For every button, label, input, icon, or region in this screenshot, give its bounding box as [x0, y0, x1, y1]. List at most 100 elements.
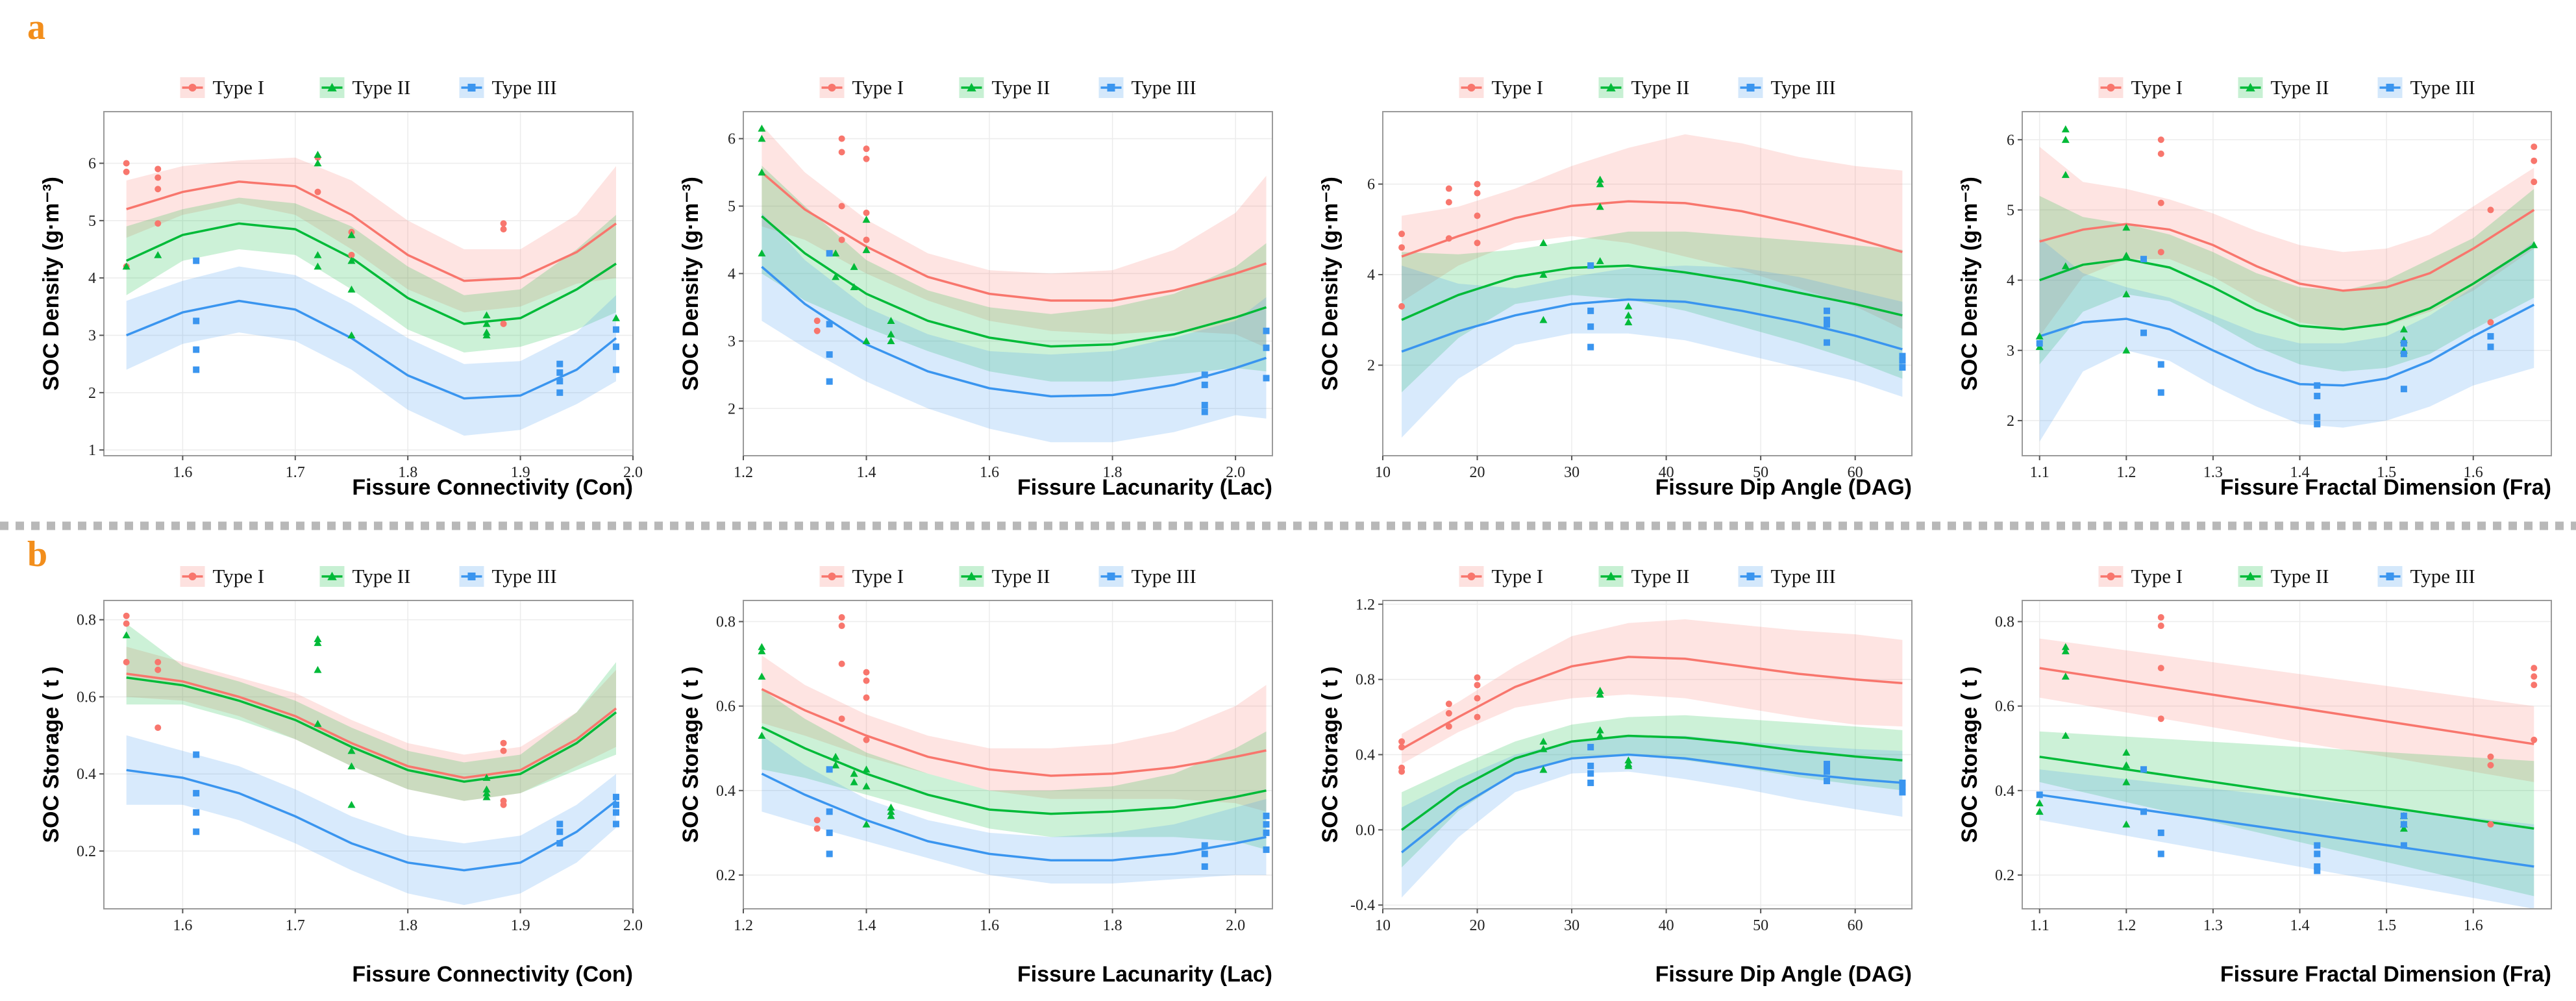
data-point-type-3 [612, 366, 619, 373]
data-point-type-2 [758, 168, 766, 176]
y-tick-label: 5 [2007, 202, 2014, 219]
data-point-type-3 [1824, 764, 1831, 771]
data-point-type-3 [612, 809, 619, 816]
panel-label-a: a [27, 7, 45, 47]
data-point-type-2 [862, 246, 871, 253]
y-tick-label: 4 [728, 266, 736, 282]
data-point-type-1 [1474, 695, 1481, 702]
plot-frame [2022, 111, 2552, 456]
charts-layer: 1.6 1.7 1.8 1.9 2.0 1 2 3 4 5 6 Fissure Connectivit… [39, 76, 2552, 987]
data-point-type-2 [1596, 175, 1604, 183]
data-point-type-1 [1445, 723, 1452, 730]
data-point-type-3 [2314, 842, 2321, 849]
data-point-type-1 [155, 186, 162, 193]
data-point-type-2 [314, 159, 322, 167]
data-point-type-2 [1596, 257, 1604, 264]
data-point-type-1 [838, 149, 845, 156]
points-type-1 [2157, 614, 2538, 828]
legend-label: Type II [992, 76, 1050, 99]
points-type-3 [826, 766, 1270, 870]
y-tick-label: 0.4 [1995, 783, 2014, 800]
confidence-band-type-3 [1402, 266, 1903, 438]
data-point-type-3 [1824, 321, 1831, 328]
legend-label: Type II [992, 565, 1050, 587]
x-tick-label: 1.2 [734, 917, 753, 934]
points-type-3 [1587, 262, 1906, 371]
data-point-type-1 [863, 677, 870, 684]
fit-line-type-3 [1401, 298, 1903, 353]
legend: Type I Type II Type III [1459, 565, 1836, 587]
x-axis-title: Fissure Lacunarity (Lac) [1017, 475, 1272, 500]
data-point-type-2 [1539, 745, 1548, 752]
x-tick-label: 1.1 [2030, 464, 2050, 481]
y-tick-label: 1 [88, 442, 96, 459]
data-point-type-2 [2035, 332, 2044, 340]
data-point-type-2 [2061, 673, 2070, 680]
chart-a-4: 1.1 1.2 1.3 1.4 1.5 1.6 2 3 4 5 6 Fissure Fractal D… [1957, 76, 2552, 500]
y-tick-label: 6 [2007, 132, 2014, 149]
data-point-type-3 [1824, 339, 1831, 346]
data-point-type-3 [556, 828, 564, 835]
data-point-type-3 [1263, 375, 1270, 382]
x-axis-title: Fissure Connectivity (Con) [352, 962, 633, 987]
y-tick-label: 2 [2007, 413, 2014, 430]
x-axis-title: Fissure Dip Angle (DAG) [1655, 475, 1912, 500]
y-tick-label: 0.8 [1356, 672, 1375, 689]
data-point-type-3 [612, 801, 619, 808]
data-point-type-1 [1445, 235, 1452, 242]
legend-item-type-3: Type III [1098, 565, 1196, 587]
x-axis-title: Fissure Lacunarity (Lac) [1017, 962, 1272, 987]
data-point-type-1 [1398, 768, 1406, 775]
data-point-type-2 [1624, 756, 1633, 763]
legend-label: Type I [1492, 565, 1544, 587]
data-point-type-1 [1474, 713, 1481, 721]
data-point-type-1 [123, 168, 130, 175]
x-tick-label: 1.2 [734, 464, 753, 481]
points-type-1 [1398, 180, 1481, 310]
data-point-type-3 [1899, 364, 1906, 371]
x-tick-label: 1.3 [2203, 917, 2223, 934]
data-point-type-2 [862, 337, 871, 345]
y-tick-label: 6 [1367, 177, 1375, 193]
data-point-type-2 [482, 311, 491, 319]
fit-line-type-3 [2039, 793, 2534, 868]
confidence-bands [126, 623, 616, 906]
data-point-type-3 [826, 808, 833, 815]
points-type-1 [2157, 136, 2538, 326]
legend-key-marker [1467, 84, 1476, 92]
fit-line-type-3 [2039, 303, 2535, 387]
legend-item-type-2: Type II [319, 565, 410, 587]
x-tick-label: 20 [1470, 917, 1485, 934]
data-point-type-3 [1201, 381, 1208, 388]
data-point-type-1 [838, 203, 845, 210]
data-point-type-1 [863, 694, 870, 701]
points-type-2 [1539, 687, 1633, 773]
data-point-type-3 [2400, 386, 2407, 393]
y-axis-title: SOC Density (g·m⁻³) [39, 177, 64, 391]
confidence-bands [2039, 638, 2534, 909]
y-tick-label: 1.2 [1356, 597, 1375, 613]
data-point-type-2 [314, 665, 322, 673]
x-tick-label: 1.5 [2377, 917, 2396, 934]
data-point-type-3 [1201, 842, 1208, 849]
legend-label: Type I [1492, 76, 1544, 99]
legend-key-marker [2386, 84, 2394, 92]
y-axis-title: SOC Storage ( t ) [39, 666, 64, 843]
data-point-type-1 [155, 166, 162, 173]
data-point-type-3 [556, 840, 564, 847]
data-point-type-3 [1263, 812, 1270, 819]
data-point-type-2 [2061, 171, 2070, 179]
data-point-type-1 [1474, 190, 1481, 197]
data-point-type-1 [1445, 185, 1452, 192]
confidence-bands [762, 125, 1267, 443]
legend-key-marker [1746, 84, 1755, 92]
data-point-type-3 [826, 351, 833, 358]
y-axis-title: SOC Storage ( t ) [1318, 666, 1343, 843]
fit-line-type-1 [761, 688, 1267, 777]
legend-key-marker [327, 82, 337, 92]
y-tick-label: 2 [728, 401, 736, 417]
data-point-type-2 [2061, 732, 2070, 739]
data-point-type-2 [832, 752, 840, 760]
y-tick-label: 4 [2007, 273, 2014, 290]
data-point-type-1 [348, 251, 355, 258]
